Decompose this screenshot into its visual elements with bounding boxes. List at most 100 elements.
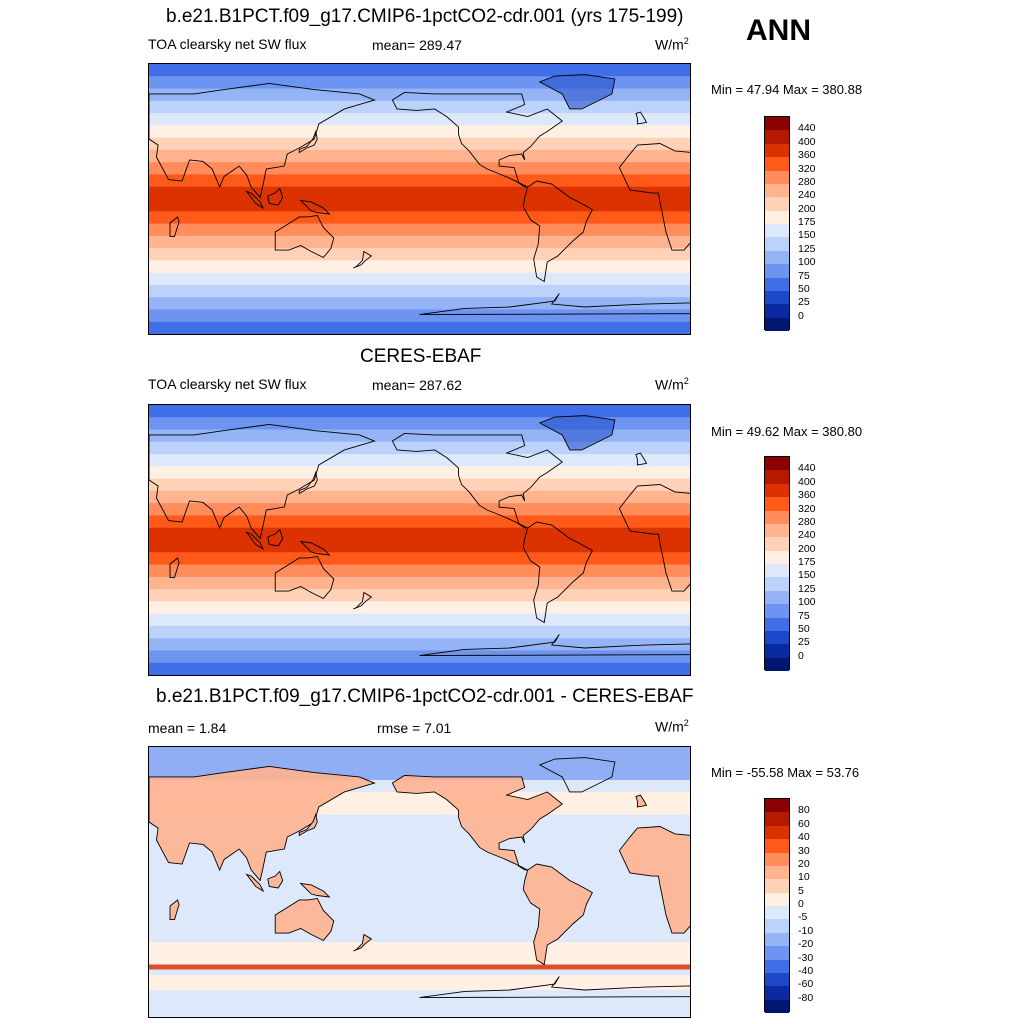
colorbar-box: [765, 197, 789, 211]
latitude-band: [149, 223, 690, 237]
colorbar-tick-label: 100: [798, 256, 816, 269]
coastline-greenland: [538, 74, 616, 110]
latitude-band: [149, 125, 690, 139]
colorbar-tick-label: 75: [798, 269, 810, 282]
bias-band: [149, 942, 690, 966]
panel3-units: W/m2: [655, 718, 689, 735]
coastline-northamerica: [391, 92, 564, 188]
colorbar-box: [765, 906, 789, 920]
latitude-band: [149, 272, 690, 286]
latitude-band: [149, 601, 690, 615]
colorbar-box: [765, 590, 789, 605]
colorbar-box: [765, 617, 789, 631]
colorbar-box: [765, 250, 789, 265]
colorbar-tick-label: 60: [798, 817, 810, 830]
colorbar-box: [765, 510, 789, 524]
colorbar-tick-label: 150: [798, 569, 816, 582]
coastline-newguinea: [299, 882, 331, 898]
colorbar-box: [765, 879, 789, 893]
colorbar-tick-label: 125: [798, 582, 816, 595]
latitude-band: [149, 527, 690, 541]
latitude-band: [149, 662, 690, 675]
colorbar-box: [765, 986, 789, 1000]
colorbar-tick-label: 175: [798, 216, 816, 228]
colorbar-box: [765, 483, 789, 498]
latitude-band: [149, 100, 690, 114]
panel1-variable-label: TOA clearsky net SW flux: [148, 36, 307, 52]
colorbar-box: [765, 799, 789, 813]
colorbar-box: [765, 457, 789, 471]
colorbar-box: [765, 825, 789, 840]
colorbar-tick-label: 25: [798, 636, 810, 649]
colorbar-box: [765, 577, 789, 591]
colorbar-tick-label: 320: [798, 502, 816, 515]
colorbar-tick-label: 280: [798, 175, 816, 188]
coastline-sumatra: [245, 190, 265, 210]
colorbar-tick-label: 240: [798, 189, 816, 202]
coastline-greenland: [538, 757, 616, 793]
panel3-colorbar: [764, 798, 790, 1013]
bias-band: [149, 975, 690, 990]
colorbar-tick-label: 175: [798, 556, 816, 568]
latitude-band: [149, 540, 690, 553]
latitude-band: [149, 297, 690, 311]
colorbar-tick-label: 0: [798, 649, 804, 662]
latitude-band: [149, 503, 690, 517]
coastline-newguinea: [299, 540, 331, 556]
colorbar-box: [765, 564, 789, 578]
coastline-southamerica: [522, 521, 593, 624]
colorbar-box: [765, 999, 789, 1013]
coastline-southamerica: [522, 863, 593, 966]
colorbar-box: [765, 317, 789, 331]
colorbar-box: [765, 470, 789, 484]
latitude-band: [149, 515, 690, 529]
colorbar-box: [765, 143, 789, 158]
coastline-eurasia: [149, 83, 376, 199]
panel1-title: b.e21.B1PCT.f09_g17.CMIP6-1pctCO2-cdr.00…: [166, 6, 684, 27]
colorbar-tick-label: 0: [798, 309, 804, 322]
coastline-africa: [618, 826, 690, 934]
season-label: ANN: [746, 14, 811, 47]
coastline-southamerica: [522, 180, 593, 283]
colorbar-box: [765, 117, 789, 131]
panel2-mean-label: mean= 287.62: [372, 377, 462, 393]
coastline-eurasia: [149, 766, 376, 882]
colorbar-tick-label: 400: [798, 135, 816, 148]
colorbar-box: [765, 946, 789, 960]
coastline-africa: [618, 484, 690, 592]
colorbar-tick-label: -10: [798, 924, 814, 937]
latitude-band: [149, 589, 690, 602]
latitude-band: [149, 199, 690, 212]
latitude-band: [149, 466, 690, 480]
colorbar-box: [765, 237, 789, 251]
colorbar-tick-label: 75: [798, 609, 810, 622]
coastline-australia: [274, 897, 335, 942]
colorbar-box: [765, 959, 789, 973]
latitude-band: [149, 650, 690, 664]
colorbar-box: [765, 224, 789, 238]
latitude-band: [149, 284, 690, 298]
panel1-minmax: Min = 47.94 Max = 380.88: [711, 82, 863, 97]
colorbar-box: [765, 264, 789, 278]
colorbar-box: [765, 865, 789, 880]
colorbar-tick-label: 0: [798, 898, 804, 910]
colorbar-tick-label: 200: [798, 542, 816, 555]
coastline-madagascar: [169, 216, 180, 237]
colorbar-box: [765, 537, 789, 551]
latitude-band: [149, 186, 690, 200]
colorbar-tick-label: 5: [798, 884, 804, 897]
latitude-band: [149, 149, 690, 163]
colorbar-tick-label: 30: [798, 844, 810, 857]
colorbar-tick-label: -5: [798, 911, 808, 924]
panel1-mean-label: mean= 289.47: [372, 37, 462, 53]
latitude-band: [149, 64, 690, 77]
colorbar-box: [765, 919, 789, 933]
colorbar-box: [765, 523, 789, 538]
latitude-band: [149, 260, 690, 274]
coastline-sumatra: [245, 531, 265, 551]
latitude-band: [149, 235, 690, 249]
colorbar-tick-label: 360: [798, 149, 816, 162]
colorbar-tick-label: 100: [798, 596, 816, 609]
latitude-band: [149, 174, 690, 188]
latitude-band: [149, 429, 690, 443]
